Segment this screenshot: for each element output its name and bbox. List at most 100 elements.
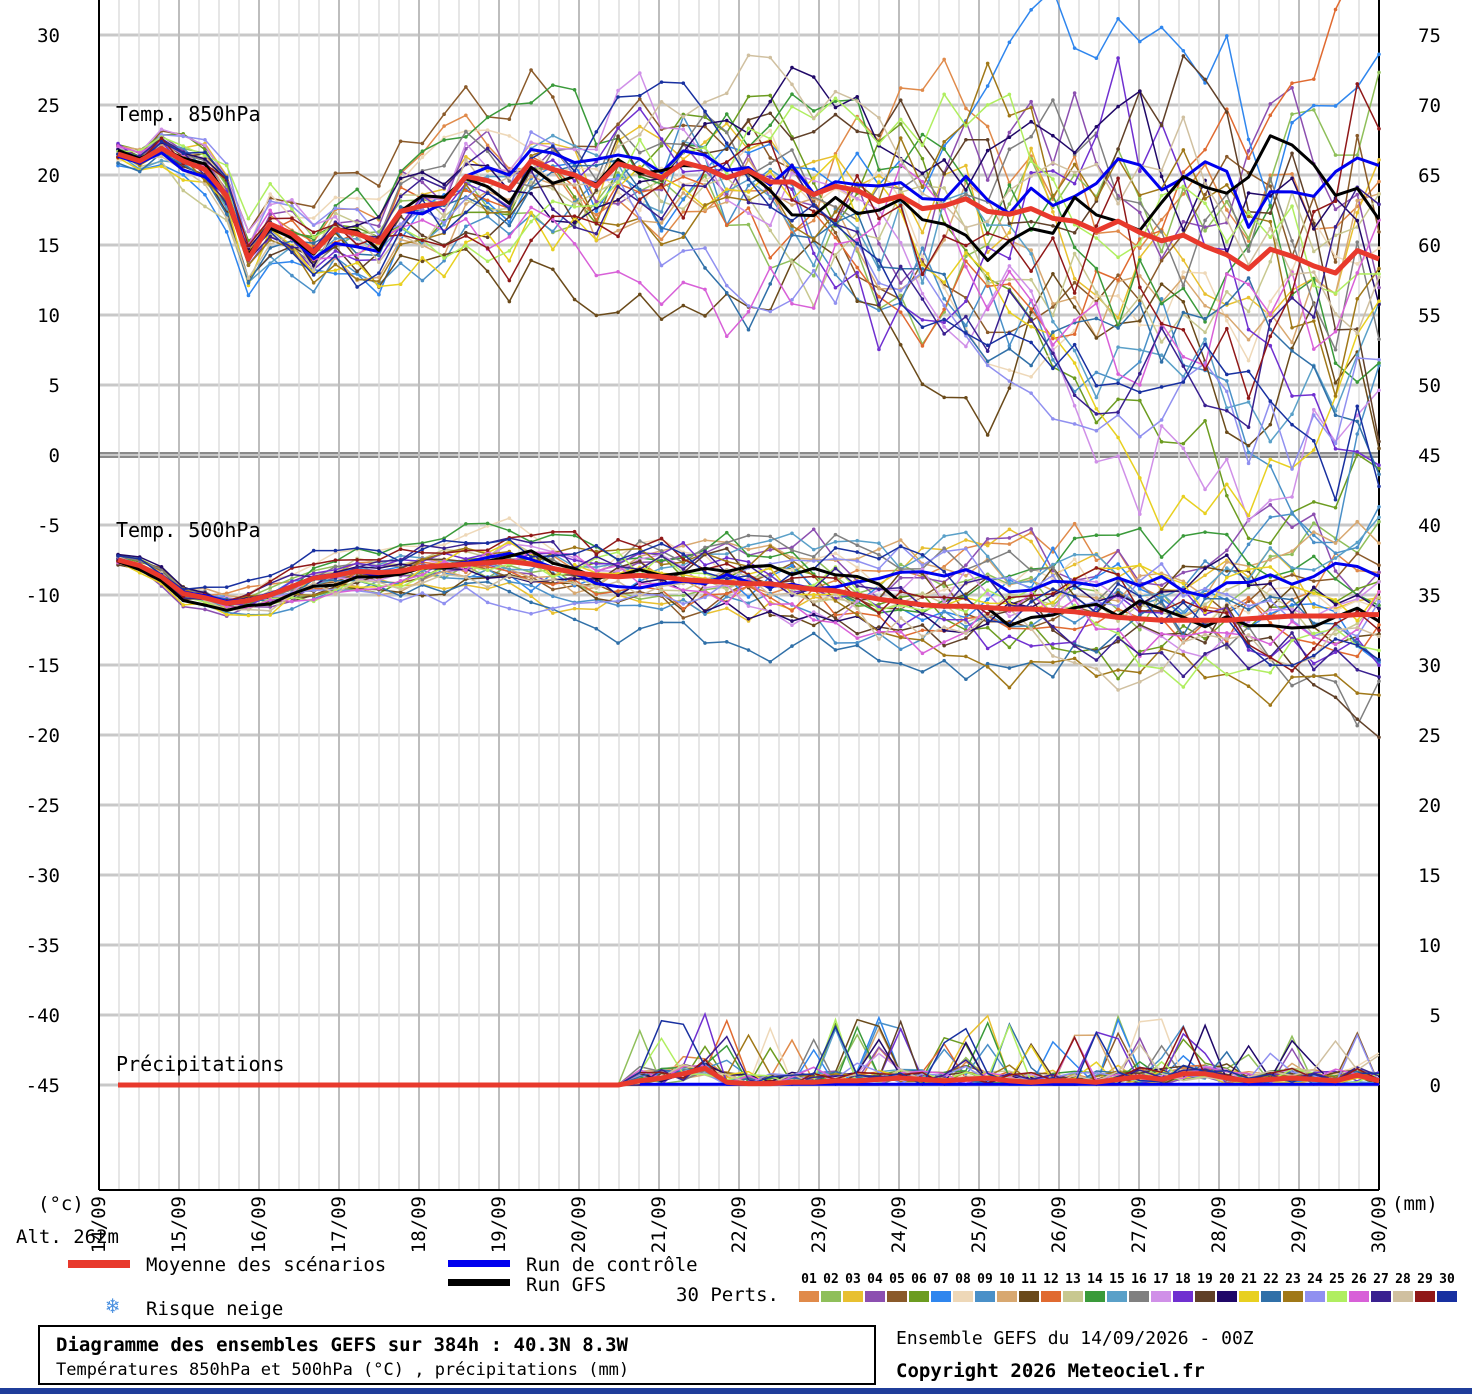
member-line-500-point bbox=[1311, 512, 1316, 517]
member-line-500-point bbox=[507, 589, 512, 594]
member-line-500-point bbox=[1051, 591, 1055, 596]
member-line-500-point bbox=[420, 572, 425, 577]
member-line-500-point bbox=[1007, 598, 1012, 603]
member-line-850-point bbox=[1007, 379, 1012, 383]
member-line-850-point bbox=[203, 192, 207, 197]
member-line-850-point bbox=[964, 124, 968, 128]
member-line-500-point bbox=[1268, 621, 1273, 625]
member-line-850-point bbox=[1029, 119, 1033, 124]
member-line-500-point bbox=[811, 610, 816, 614]
member-line-500-point bbox=[1311, 682, 1316, 687]
member-line-850-point bbox=[246, 229, 251, 234]
member-line-850-point bbox=[659, 317, 664, 322]
member-line-500-point bbox=[1203, 608, 1207, 612]
member-line-850-point bbox=[942, 320, 946, 325]
member-line-850-point bbox=[1051, 161, 1055, 165]
member-line-850-point bbox=[681, 216, 686, 220]
member-line-500-point bbox=[398, 594, 403, 598]
member-line-850-point bbox=[1333, 413, 1338, 417]
member-line-850-point bbox=[1333, 199, 1338, 204]
member-line-850-point bbox=[1138, 476, 1142, 480]
member-line-850-point bbox=[1311, 392, 1316, 397]
member-line-500-point bbox=[985, 646, 990, 651]
pert-swatch bbox=[1437, 1291, 1457, 1302]
member-line-850-point bbox=[1159, 217, 1164, 222]
member-line-850-point bbox=[594, 203, 599, 208]
member-line-500-point bbox=[659, 584, 664, 589]
member-line-850-point bbox=[1116, 147, 1120, 151]
member-line-500-point bbox=[811, 574, 816, 579]
member-line-850-point bbox=[877, 242, 881, 246]
member-line-850-point bbox=[768, 205, 773, 209]
member-line-500-point bbox=[833, 599, 838, 603]
member-line-500-point bbox=[464, 546, 468, 550]
member-line-500-point bbox=[920, 670, 925, 674]
member-line-500-point bbox=[855, 612, 860, 617]
member-line-500-point bbox=[1377, 735, 1381, 740]
member-line-850-point bbox=[1311, 448, 1316, 452]
member-line-500-point bbox=[1094, 650, 1099, 654]
member-line-500-point bbox=[1159, 590, 1164, 594]
member-line-500-point bbox=[833, 546, 838, 550]
member-line-500-point bbox=[594, 596, 599, 601]
member-line-850-point bbox=[398, 253, 403, 258]
member-line-850-point bbox=[1203, 337, 1207, 342]
x-tick-label: 21/09 bbox=[648, 1196, 670, 1253]
member-line-850-point bbox=[768, 111, 773, 116]
member-line-500-point bbox=[768, 544, 773, 549]
member-line-500-point bbox=[1138, 573, 1142, 578]
member-line-500-point bbox=[920, 546, 925, 550]
member-line-500-point bbox=[1072, 557, 1077, 561]
pert-number: 30 bbox=[1439, 1272, 1455, 1287]
member-line-850-point bbox=[420, 244, 425, 248]
member-line-500-point bbox=[985, 554, 990, 559]
member-line-850-point bbox=[985, 245, 990, 250]
member-line-850-point bbox=[1225, 430, 1229, 435]
member-line-500-point bbox=[1116, 639, 1120, 644]
member-line-850-point bbox=[637, 106, 642, 111]
member-line-850-point bbox=[833, 89, 838, 94]
member-line-850 bbox=[117, 134, 1380, 443]
pert-swatch bbox=[909, 1291, 929, 1302]
pert-swatch bbox=[865, 1291, 885, 1302]
member-line-500-point bbox=[290, 595, 294, 600]
member-line-500-point bbox=[1355, 551, 1360, 556]
member-line-500-point bbox=[1333, 541, 1338, 545]
member-line-500-point bbox=[1072, 586, 1077, 590]
pert-swatch bbox=[1217, 1291, 1237, 1302]
member-line-850-point bbox=[1138, 383, 1142, 387]
member-line-850-point bbox=[1116, 372, 1120, 376]
member-line-850-point bbox=[964, 137, 968, 142]
member-line-850-point bbox=[1311, 347, 1316, 351]
member-line-500-point bbox=[768, 613, 773, 618]
member-line-850-point bbox=[681, 197, 686, 201]
member-line-850-point bbox=[1029, 134, 1033, 139]
pert-swatch bbox=[821, 1291, 841, 1302]
member-line-850-point bbox=[1377, 484, 1381, 489]
member-line-850-point bbox=[964, 243, 968, 248]
member-line-850-point bbox=[1138, 241, 1142, 246]
member-line-850-point bbox=[659, 302, 664, 307]
member-line-850-point bbox=[1094, 290, 1099, 295]
member-line-850-point bbox=[529, 130, 533, 134]
pert-swatch bbox=[1349, 1291, 1369, 1302]
member-line-850-point bbox=[898, 288, 903, 293]
member-line-850-point bbox=[377, 284, 381, 289]
member-line-850-point bbox=[964, 251, 968, 255]
member-line-850-point bbox=[985, 124, 990, 129]
member-line-500-point bbox=[964, 592, 968, 596]
member-line-850-point bbox=[464, 217, 468, 221]
member-line-500-point bbox=[1377, 599, 1381, 604]
member-line-500-point bbox=[1094, 552, 1099, 557]
member-line-850-point bbox=[1072, 361, 1077, 365]
member-line-850-point bbox=[637, 71, 642, 75]
member-line-500-point bbox=[1094, 674, 1099, 678]
member-line-850-point bbox=[833, 105, 838, 110]
member-line-500-point bbox=[703, 612, 707, 616]
altitude-label: Alt. 262m bbox=[16, 1226, 119, 1248]
member-line-850-point bbox=[1377, 230, 1381, 234]
member-line-850-point bbox=[1007, 130, 1012, 135]
member-line-850-point bbox=[1094, 301, 1099, 306]
member-line-500-point bbox=[1007, 634, 1012, 639]
member-line-850-point bbox=[594, 199, 599, 204]
